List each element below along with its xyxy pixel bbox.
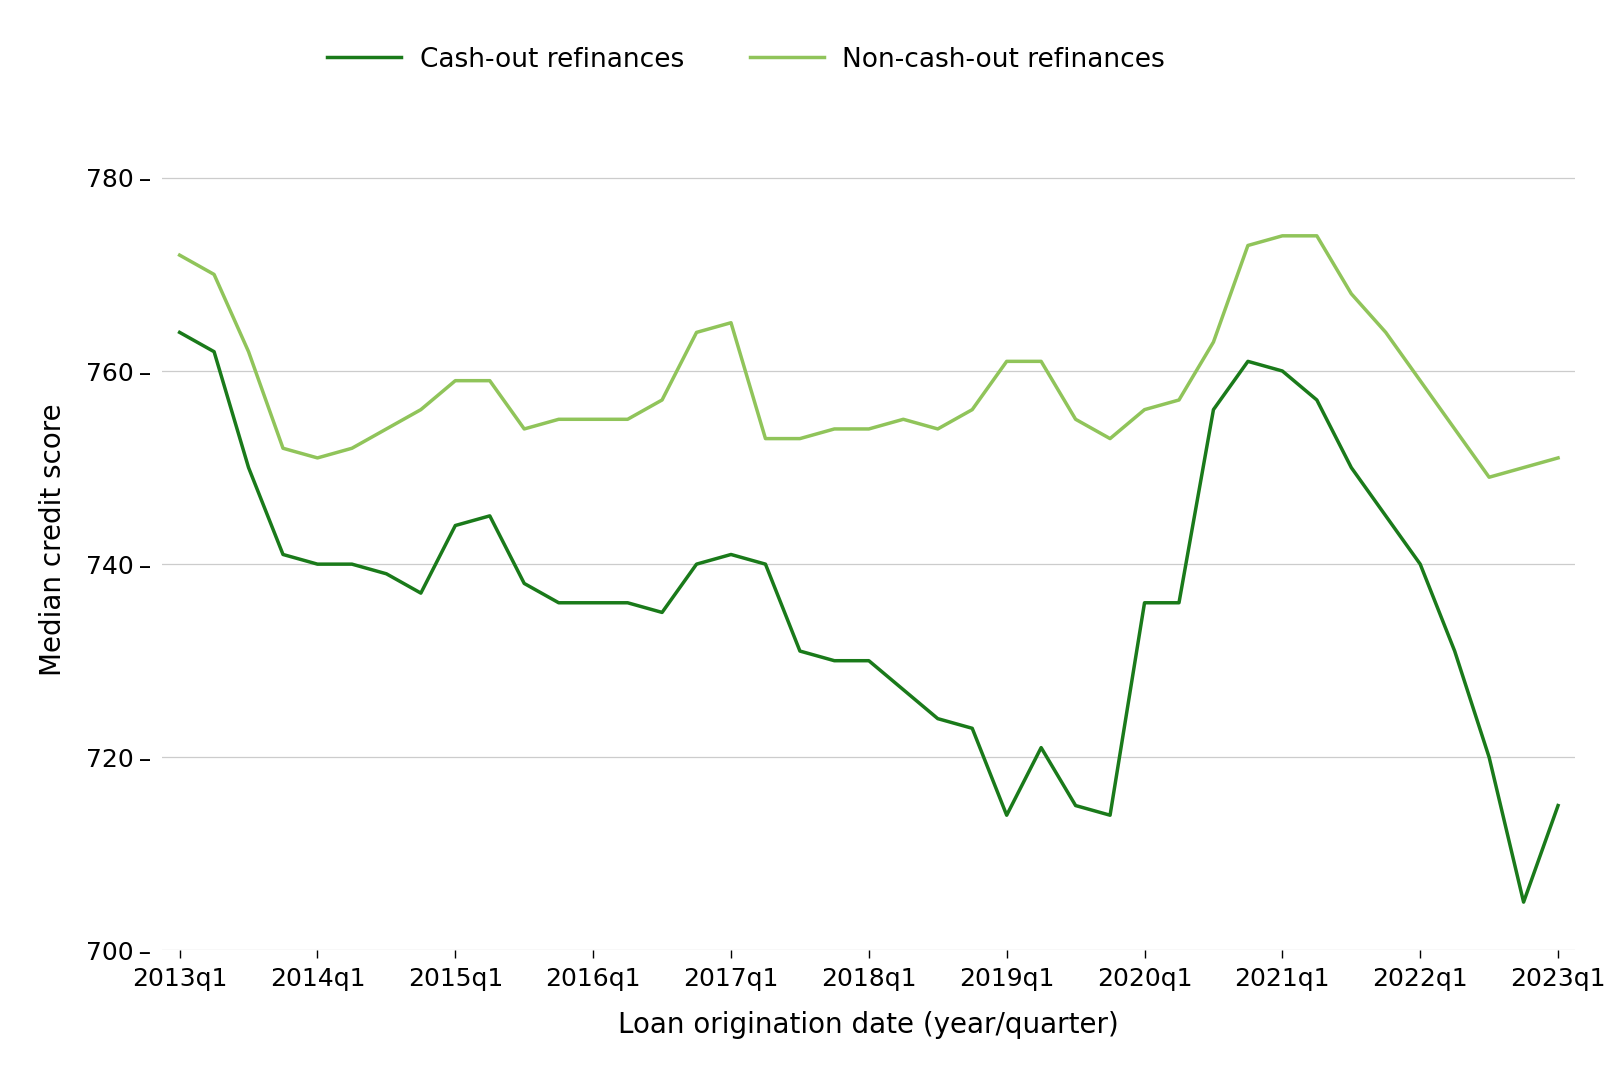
Non-cash-out refinances — [1479, 471, 1498, 484]
Cash-out refinances — [962, 721, 982, 734]
Cash-out refinances — [721, 548, 740, 561]
Non-cash-out refinances — [997, 355, 1016, 368]
Non-cash-out refinances — [549, 413, 568, 426]
Line: Non-cash-out refinances: Non-cash-out refinances — [180, 235, 1556, 477]
Non-cash-out refinances — [1031, 355, 1050, 368]
Cash-out refinances — [1307, 393, 1326, 406]
Cash-out refinances — [1203, 403, 1222, 416]
Non-cash-out refinances — [824, 422, 844, 435]
Non-cash-out refinances — [1100, 432, 1120, 445]
Cash-out refinances — [1272, 365, 1292, 378]
Non-cash-out refinances — [755, 432, 774, 445]
Non-cash-out refinances — [514, 422, 534, 435]
Non-cash-out refinances — [1547, 451, 1566, 464]
Cash-out refinances — [411, 586, 430, 599]
Non-cash-out refinances — [1237, 239, 1256, 252]
Cash-out refinances — [1444, 645, 1464, 658]
Cash-out refinances — [514, 577, 534, 590]
Non-cash-out refinances — [1169, 393, 1188, 406]
Y-axis label: Median credit score: Median credit score — [39, 404, 67, 676]
Non-cash-out refinances — [1307, 229, 1326, 242]
Non-cash-out refinances — [962, 403, 982, 416]
Cash-out refinances — [480, 510, 500, 523]
Non-cash-out refinances — [893, 413, 912, 426]
Cash-out refinances — [617, 596, 636, 609]
Cash-out refinances — [239, 461, 258, 474]
Non-cash-out refinances — [1203, 336, 1222, 349]
Non-cash-out refinances — [204, 268, 224, 281]
Cash-out refinances — [1375, 510, 1394, 523]
Cash-out refinances — [687, 557, 706, 570]
Cash-out refinances — [1100, 809, 1120, 822]
Non-cash-out refinances — [307, 451, 326, 464]
Cash-out refinances — [1547, 799, 1566, 812]
Non-cash-out refinances — [652, 393, 672, 406]
Non-cash-out refinances — [927, 422, 946, 435]
Cash-out refinances — [273, 548, 292, 561]
Line: Cash-out refinances: Cash-out refinances — [180, 333, 1556, 902]
Cash-out refinances — [445, 519, 464, 532]
Cash-out refinances — [583, 596, 602, 609]
Non-cash-out refinances — [721, 316, 740, 329]
Cash-out refinances — [307, 557, 326, 570]
Non-cash-out refinances — [342, 442, 362, 455]
Non-cash-out refinances — [1444, 422, 1464, 435]
Legend: Cash-out refinances, Non-cash-out refinances: Cash-out refinances, Non-cash-out refina… — [316, 36, 1175, 83]
Cash-out refinances — [1513, 895, 1532, 908]
Non-cash-out refinances — [617, 413, 636, 426]
Non-cash-out refinances — [1272, 229, 1292, 242]
Non-cash-out refinances — [480, 374, 500, 387]
Cash-out refinances — [1341, 461, 1360, 474]
Cash-out refinances — [1169, 596, 1188, 609]
Non-cash-out refinances — [239, 346, 258, 359]
Cash-out refinances — [1410, 557, 1430, 570]
Cash-out refinances — [1031, 741, 1050, 754]
Non-cash-out refinances — [1065, 413, 1084, 426]
Non-cash-out refinances — [1375, 326, 1394, 339]
Non-cash-out refinances — [377, 422, 396, 435]
Non-cash-out refinances — [1410, 374, 1430, 387]
Cash-out refinances — [652, 606, 672, 619]
Non-cash-out refinances — [1134, 403, 1154, 416]
Cash-out refinances — [342, 557, 362, 570]
Cash-out refinances — [755, 557, 774, 570]
Non-cash-out refinances — [1513, 461, 1532, 474]
Non-cash-out refinances — [687, 326, 706, 339]
Cash-out refinances — [204, 346, 224, 359]
Cash-out refinances — [824, 654, 844, 667]
Non-cash-out refinances — [790, 432, 810, 445]
Non-cash-out refinances — [445, 374, 464, 387]
Cash-out refinances — [1479, 751, 1498, 764]
Non-cash-out refinances — [273, 442, 292, 455]
Cash-out refinances — [1065, 799, 1084, 812]
Cash-out refinances — [893, 684, 912, 697]
Cash-out refinances — [377, 567, 396, 580]
Cash-out refinances — [1134, 596, 1154, 609]
Cash-out refinances — [1237, 355, 1256, 368]
Cash-out refinances — [927, 712, 946, 725]
X-axis label: Loan origination date (year/quarter): Loan origination date (year/quarter) — [618, 1011, 1118, 1039]
Cash-out refinances — [549, 596, 568, 609]
Cash-out refinances — [790, 645, 810, 658]
Cash-out refinances — [859, 654, 878, 667]
Non-cash-out refinances — [411, 403, 430, 416]
Cash-out refinances — [170, 326, 190, 339]
Cash-out refinances — [997, 809, 1016, 822]
Non-cash-out refinances — [859, 422, 878, 435]
Non-cash-out refinances — [583, 413, 602, 426]
Non-cash-out refinances — [1341, 287, 1360, 300]
Non-cash-out refinances — [170, 248, 190, 261]
